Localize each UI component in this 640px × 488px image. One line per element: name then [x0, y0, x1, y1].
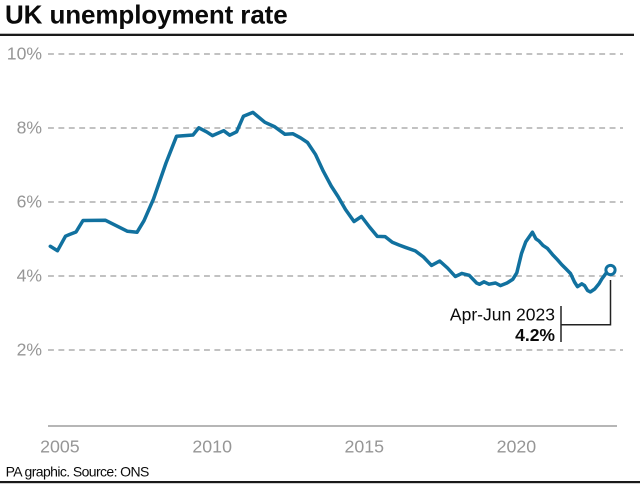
svg-text:4%: 4% [17, 266, 43, 286]
svg-text:PA graphic. Source: ONS: PA graphic. Source: ONS [6, 464, 149, 480]
svg-text:2005: 2005 [40, 436, 80, 456]
svg-text:2010: 2010 [192, 436, 232, 456]
svg-text:4.2%: 4.2% [515, 325, 555, 345]
svg-text:2%: 2% [17, 340, 43, 360]
svg-text:8%: 8% [17, 118, 43, 138]
svg-text:2015: 2015 [345, 436, 385, 456]
svg-text:2020: 2020 [497, 436, 537, 456]
svg-text:6%: 6% [17, 192, 43, 212]
svg-text:Apr-Jun 2023: Apr-Jun 2023 [450, 304, 555, 324]
svg-text:UK unemployment rate: UK unemployment rate [5, 0, 288, 29]
svg-text:10%: 10% [7, 44, 43, 64]
